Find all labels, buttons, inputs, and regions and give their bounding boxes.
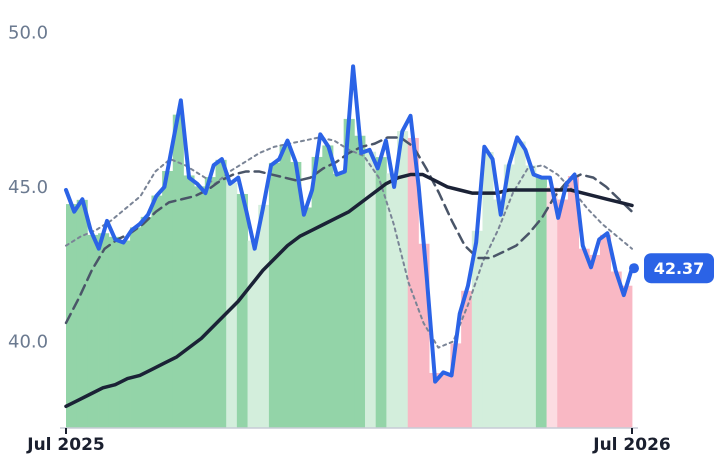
regime-band: [332, 173, 345, 428]
regime-band: [621, 285, 633, 428]
x-axis-ticks: Jul 2025 Jul 2026: [26, 428, 671, 455]
regime-band: [610, 271, 622, 428]
regime-band: [119, 240, 131, 428]
y-tick-label: 50.0: [8, 22, 48, 43]
regime-band: [375, 157, 387, 428]
regime-band: [514, 141, 526, 429]
regime-band: [418, 243, 430, 428]
regime-band: [140, 216, 152, 428]
x-tick-label: Jul 2025: [26, 435, 105, 455]
regime-band: [300, 207, 313, 428]
x-tick-label: Jul 2026: [592, 435, 671, 455]
last-value-badge: [644, 253, 714, 284]
regime-band: [397, 131, 409, 428]
regime-bands: [66, 114, 633, 429]
last-value-label: 42.37: [654, 259, 705, 278]
regime-band: [567, 176, 579, 428]
regime-band: [535, 177, 547, 428]
regime-band: [279, 146, 291, 428]
regime-band: [589, 254, 601, 428]
regime-band: [407, 137, 419, 428]
regime-band: [76, 199, 88, 428]
series-line-3: [65, 136, 633, 349]
regime-band: [322, 145, 334, 428]
regime-band: [599, 234, 612, 428]
regime-band: [172, 114, 184, 429]
regime-band: [482, 151, 494, 429]
regime-band: [290, 161, 302, 429]
regime-band: [365, 151, 377, 429]
regime-band: [162, 170, 174, 429]
regime-band: [503, 164, 515, 429]
regime-band: [461, 290, 473, 428]
regime-band: [525, 165, 537, 428]
regime-band: [66, 204, 78, 428]
series-line-0: [64, 64, 634, 384]
last-value-dot: [629, 263, 639, 274]
regime-band: [557, 199, 569, 428]
regime-band: [87, 234, 99, 428]
regime-band: [151, 195, 163, 428]
y-tick-label: 40.0: [8, 331, 48, 352]
regime-band: [546, 187, 558, 428]
regime-band: [226, 182, 238, 428]
regime-band: [236, 193, 248, 428]
regime-band: [247, 240, 259, 428]
last-value-marker: 42.37: [629, 253, 714, 284]
regime-band: [578, 248, 590, 428]
y-axis-ticks: 50.0 45.0 40.0: [8, 22, 48, 352]
regime-band: [268, 162, 280, 428]
regime-band: [471, 230, 483, 428]
regime-band: [183, 175, 195, 428]
regime-band: [429, 372, 441, 428]
regime-band: [258, 204, 270, 428]
regime-band: [130, 227, 142, 428]
series-line-1: [64, 172, 634, 409]
regime-band: [108, 236, 120, 428]
regime-band: [98, 233, 110, 428]
regime-band: [343, 118, 355, 428]
regime-band: [439, 373, 451, 428]
series-line-2: [64, 136, 634, 325]
regime-band: [386, 173, 398, 428]
regime-band: [204, 177, 216, 428]
regime-band: [450, 343, 462, 428]
regime-band: [194, 186, 206, 428]
regime-band: [493, 199, 505, 428]
y-tick-label: 45.0: [8, 177, 48, 198]
regime-band: [311, 156, 323, 428]
regime-band: [215, 159, 227, 428]
regime-band: [354, 135, 366, 428]
series-lines: [64, 64, 634, 409]
